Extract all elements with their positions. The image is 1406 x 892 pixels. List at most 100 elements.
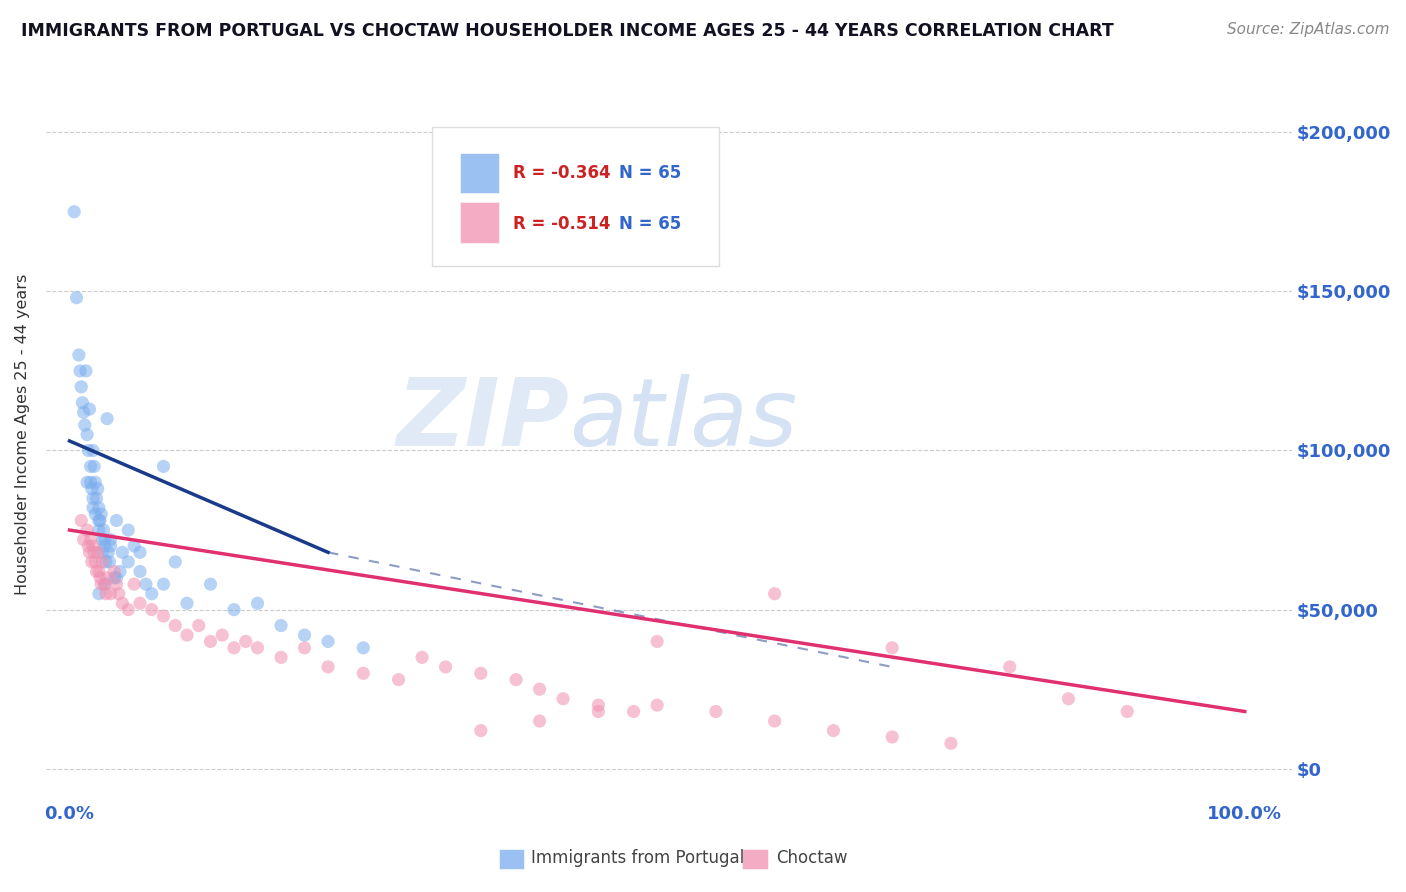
Point — [141, 602, 163, 616]
Point — [411, 650, 433, 665]
Point — [86, 491, 108, 506]
Y-axis label: Householder Income Ages 25 - 44 years: Householder Income Ages 25 - 44 years — [15, 274, 30, 595]
Point — [75, 364, 97, 378]
Point — [165, 555, 187, 569]
Point — [82, 500, 104, 515]
Point — [211, 628, 233, 642]
Point — [79, 545, 101, 559]
Point — [77, 443, 100, 458]
Point — [505, 673, 527, 687]
Point — [129, 596, 152, 610]
Point — [117, 602, 139, 616]
Point — [763, 587, 786, 601]
Point — [387, 673, 409, 687]
Point — [86, 545, 108, 559]
Point — [152, 577, 174, 591]
Point — [1116, 705, 1139, 719]
Point — [76, 523, 98, 537]
Point — [470, 666, 492, 681]
Point — [645, 634, 668, 648]
Point — [165, 618, 187, 632]
Point — [246, 596, 269, 610]
Point — [77, 539, 100, 553]
Point — [97, 545, 120, 559]
Point — [89, 514, 111, 528]
Point — [294, 640, 316, 655]
Point — [551, 691, 574, 706]
Point — [72, 396, 94, 410]
Point — [84, 555, 107, 569]
Point — [108, 587, 131, 601]
Point — [87, 500, 110, 515]
Point — [108, 565, 131, 579]
Point — [98, 555, 121, 569]
Point — [91, 545, 114, 559]
Point — [222, 640, 245, 655]
Point — [882, 640, 904, 655]
Point — [79, 459, 101, 474]
Point — [72, 405, 94, 419]
Point — [79, 475, 101, 490]
Point — [103, 571, 125, 585]
Point — [176, 628, 198, 642]
Point — [87, 523, 110, 537]
Point — [222, 602, 245, 616]
Point — [200, 634, 222, 648]
Point — [100, 587, 122, 601]
Point — [83, 545, 105, 559]
Point — [352, 640, 374, 655]
Point — [86, 482, 108, 496]
Point — [117, 555, 139, 569]
Point — [129, 565, 152, 579]
Point — [76, 427, 98, 442]
Point — [67, 348, 90, 362]
Point — [63, 204, 86, 219]
Point — [135, 577, 157, 591]
Point — [529, 714, 551, 728]
Point — [111, 545, 134, 559]
Point — [105, 571, 128, 585]
Point — [89, 571, 111, 585]
Text: R = -0.364: R = -0.364 — [513, 164, 610, 182]
Point — [82, 539, 104, 553]
Point — [763, 714, 786, 728]
Point — [152, 459, 174, 474]
Point — [470, 723, 492, 738]
Point — [91, 555, 114, 569]
Point — [103, 565, 125, 579]
Point — [316, 660, 339, 674]
Text: Source: ZipAtlas.com: Source: ZipAtlas.com — [1226, 22, 1389, 37]
Point — [270, 618, 292, 632]
Point — [200, 577, 222, 591]
Point — [316, 634, 339, 648]
Point — [87, 587, 110, 601]
Point — [94, 555, 117, 569]
Point — [84, 507, 107, 521]
Point — [90, 507, 112, 521]
Point — [623, 705, 645, 719]
Point — [529, 682, 551, 697]
Point — [69, 364, 91, 378]
Text: N = 65: N = 65 — [619, 164, 682, 182]
Point — [84, 475, 107, 490]
Text: ZIP: ZIP — [396, 374, 569, 466]
Text: Immigrants from Portugal: Immigrants from Portugal — [531, 849, 745, 867]
Point — [93, 539, 115, 553]
Point — [76, 475, 98, 490]
Text: N = 65: N = 65 — [619, 215, 682, 233]
Point — [122, 539, 145, 553]
Point — [105, 577, 128, 591]
FancyBboxPatch shape — [432, 127, 718, 266]
FancyBboxPatch shape — [460, 153, 499, 193]
Point — [235, 634, 257, 648]
Point — [83, 459, 105, 474]
Point — [176, 596, 198, 610]
Point — [70, 514, 93, 528]
Text: Choctaw: Choctaw — [776, 849, 848, 867]
Point — [823, 723, 845, 738]
Point — [87, 514, 110, 528]
Point — [100, 533, 122, 547]
Point — [588, 705, 610, 719]
Point — [79, 402, 101, 417]
Point — [105, 514, 128, 528]
